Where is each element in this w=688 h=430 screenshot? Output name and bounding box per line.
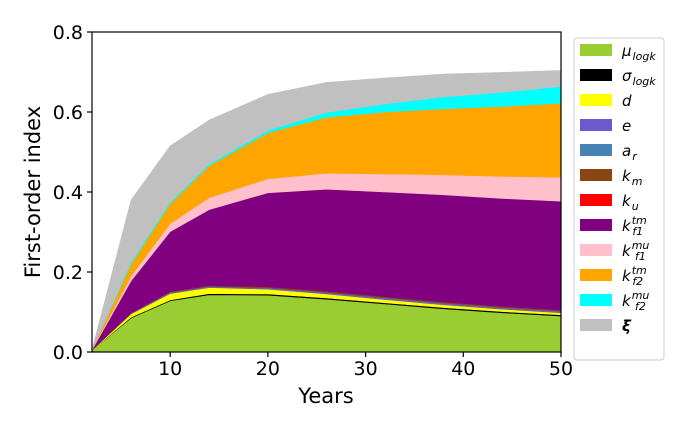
legend-label: kmu f2 xyxy=(622,289,649,313)
x-tick-label: 40 xyxy=(451,358,475,380)
x-axis-title: Years xyxy=(297,384,353,408)
legend-label: ktm f2 xyxy=(622,264,647,288)
legend-swatch xyxy=(580,69,612,81)
legend-label: d xyxy=(622,92,632,110)
legend-swatch xyxy=(580,319,612,331)
legend-swatch xyxy=(580,44,612,56)
y-axis-title: First-order index xyxy=(21,106,45,278)
x-tick-label: 30 xyxy=(353,358,377,380)
y-axis-ticks: 0.0 0.2 0.4 0.6 0.8 xyxy=(53,22,92,364)
legend-swatch xyxy=(580,219,612,231)
legend-swatch xyxy=(580,94,612,106)
legend-swatch xyxy=(580,294,612,306)
y-tick-label: 0.0 xyxy=(53,342,83,364)
y-tick-label: 0.8 xyxy=(53,22,83,44)
x-axis-ticks: 10 20 30 40 50 xyxy=(158,352,573,380)
legend-swatch xyxy=(580,169,612,181)
legend-swatch xyxy=(580,144,612,156)
legend-swatch xyxy=(580,119,612,131)
legend-label: e xyxy=(622,117,631,135)
y-tick-label: 0.4 xyxy=(53,182,83,204)
legend-swatch xyxy=(580,269,612,281)
legend-label: kmu f1 xyxy=(622,239,649,263)
legend-swatch xyxy=(580,244,612,256)
y-tick-label: 0.2 xyxy=(53,262,83,284)
x-tick-label: 10 xyxy=(158,358,182,380)
legend-label: ktm f1 xyxy=(622,214,647,238)
x-tick-label: 20 xyxy=(256,358,280,380)
y-tick-label: 0.6 xyxy=(53,102,83,124)
legend-label: ξ xyxy=(622,317,632,335)
area-series-group xyxy=(91,70,562,353)
x-tick-label: 50 xyxy=(549,358,573,380)
legend-swatch xyxy=(580,194,612,206)
